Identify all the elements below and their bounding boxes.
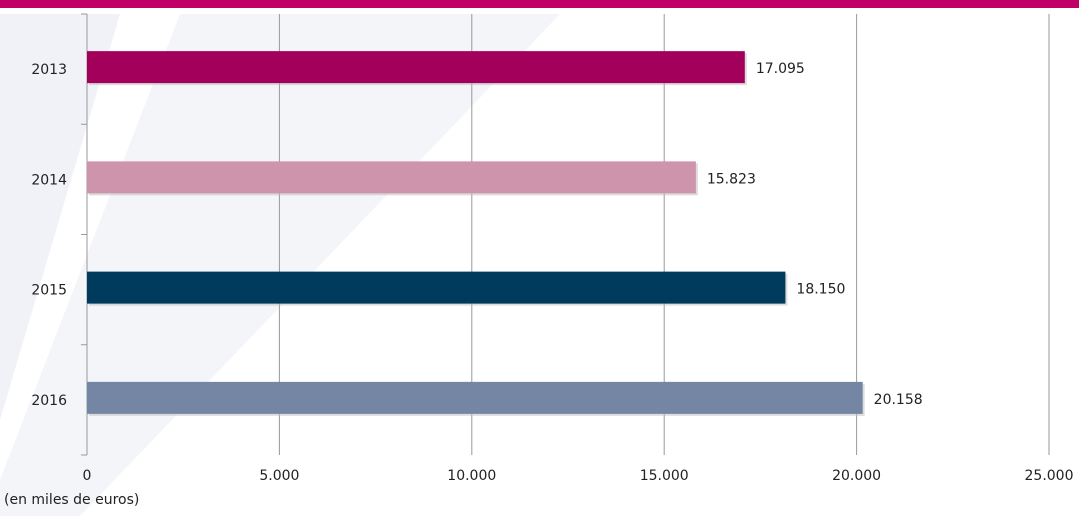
y-tick-label: 2013 (31, 62, 67, 78)
x-tick-label: 25.000 (1025, 468, 1074, 484)
bar (87, 271, 786, 304)
value-label: 15.823 (707, 171, 756, 187)
x-tick-label: 20.000 (832, 468, 881, 484)
bar (87, 161, 696, 194)
x-tick-label: 15.000 (640, 468, 689, 484)
y-tick-label: 2016 (31, 393, 67, 409)
value-label: 17.095 (756, 61, 805, 77)
bar (87, 51, 745, 84)
axis-label: (en miles de euros) (4, 492, 139, 508)
value-label: 18.150 (796, 282, 845, 298)
x-tick-label: 0 (83, 468, 92, 484)
x-tick-label: 5.000 (259, 468, 299, 484)
value-label: 20.158 (874, 392, 923, 408)
y-tick-label: 2015 (31, 283, 67, 299)
top-band (0, 0, 1079, 8)
background-stripe (0, 14, 120, 420)
y-tick-label: 2014 (31, 172, 67, 188)
bar (87, 381, 863, 414)
x-tick-label: 10.000 (447, 468, 496, 484)
